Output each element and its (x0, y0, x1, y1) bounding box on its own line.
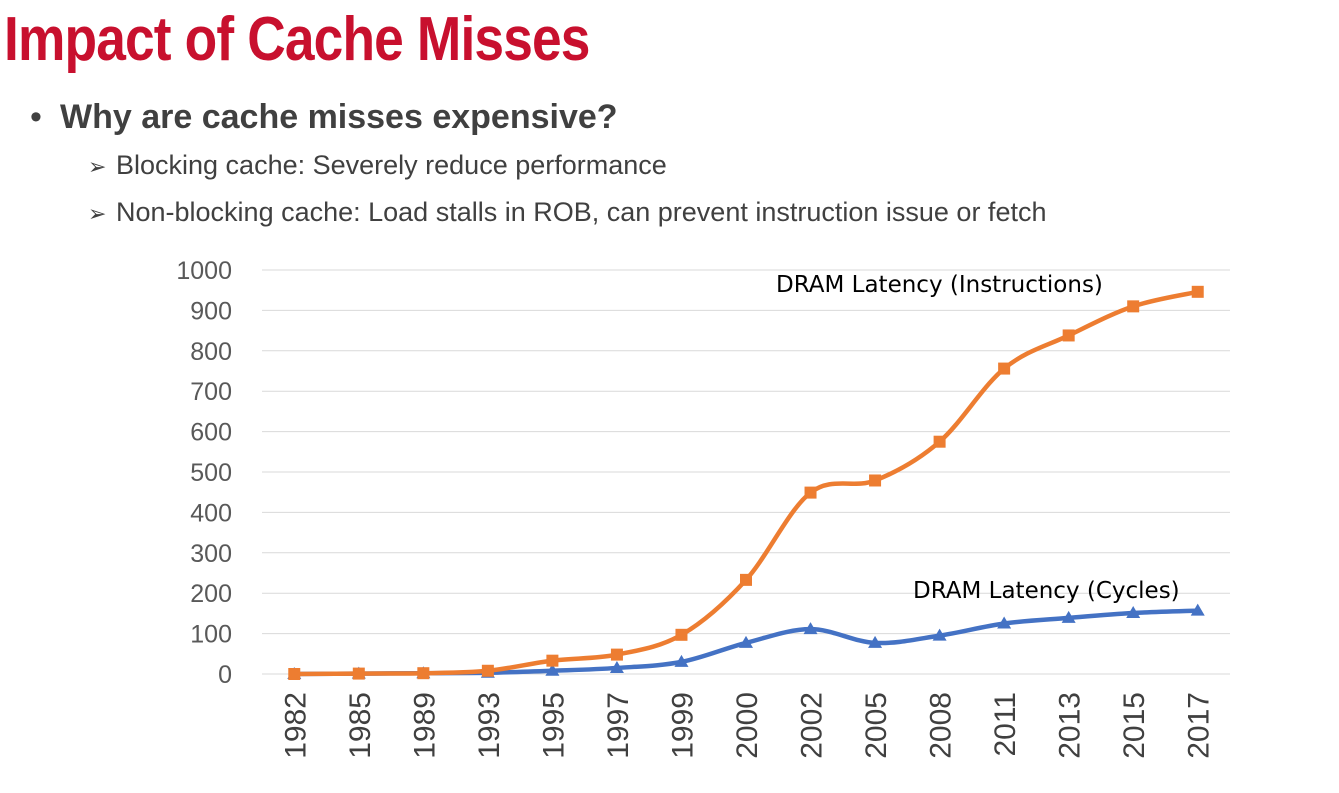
square-marker (417, 667, 430, 680)
square-marker (546, 654, 559, 667)
x-tick-label: 2013 (1054, 692, 1087, 759)
bullet-marker: • (30, 98, 42, 136)
x-tick-label: 1985 (344, 692, 377, 759)
square-marker (288, 668, 301, 680)
square-marker (933, 435, 946, 448)
series-label-instructions: DRAM Latency (Instructions) (776, 272, 1103, 298)
sub-bullet-nonblocking: ➢ Non-blocking cache: Load stalls in ROB,… (88, 197, 1046, 228)
square-marker (1062, 329, 1075, 342)
x-axis: 1982 1985 1989 1993 1995 1997 1999 2000 2002 2005… (279, 692, 1215, 759)
y-tick-label: 600 (190, 419, 232, 447)
arrow-bullet-icon: ➢ (88, 154, 107, 179)
main-bullet-text: Why are cache misses expensive? (60, 98, 618, 136)
x-tick-label: 1997 (602, 692, 635, 759)
square-marker (675, 628, 688, 641)
y-axis: 0 100 200 300 400 500 600 700 800 900 1000 (176, 257, 232, 689)
y-tick-label: 800 (190, 338, 232, 366)
y-tick-label: 900 (190, 297, 232, 325)
x-tick-label: 2005 (860, 692, 893, 759)
square-marker (481, 664, 494, 677)
square-marker (998, 362, 1011, 375)
x-tick-label: 2017 (1183, 692, 1216, 759)
y-tick-label: 100 (190, 621, 232, 649)
sub-bullet-text: Blocking cache: Severely reduce performa… (116, 150, 667, 180)
square-marker (1127, 300, 1140, 313)
square-marker (804, 486, 817, 499)
x-tick-label: 2000 (731, 692, 764, 759)
square-marker (740, 573, 752, 586)
slide-title: Impact of Cache Misses (4, 5, 590, 74)
x-tick-label: 1999 (666, 692, 699, 759)
triangle-marker (1190, 603, 1205, 616)
x-tick-label: 2015 (1118, 692, 1151, 759)
triangle-marker (997, 616, 1012, 629)
sub-bullet-text: Non-blocking cache: Load stalls in ROB, … (116, 197, 1047, 227)
y-tick-label: 400 (190, 499, 232, 527)
main-bullet: • Why are cache misses expensive? (30, 98, 618, 137)
triangle-marker (932, 628, 947, 641)
x-tick-label: 1993 (473, 692, 506, 759)
x-tick-label: 1989 (408, 692, 441, 759)
triangle-marker (609, 660, 624, 673)
x-tick-label: 2002 (796, 692, 829, 759)
x-tick-label: 1995 (537, 692, 570, 759)
y-tick-label: 300 (190, 540, 232, 568)
y-tick-label: 0 (218, 661, 232, 689)
arrow-bullet-icon: ➢ (88, 201, 107, 226)
x-tick-label: 2011 (989, 692, 1022, 757)
x-tick-label: 1982 (279, 692, 312, 759)
triangle-marker (868, 635, 883, 648)
triangle-marker (739, 635, 753, 648)
square-marker (1191, 285, 1204, 298)
series-label-cycles: DRAM Latency (Cycles) (913, 578, 1180, 604)
y-tick-label: 200 (190, 580, 232, 608)
square-marker (610, 648, 623, 661)
y-tick-label: 1000 (176, 257, 232, 285)
triangle-marker (1126, 605, 1141, 618)
y-tick-label: 700 (190, 378, 232, 406)
x-tick-label: 2008 (925, 692, 958, 759)
series (287, 285, 1205, 680)
y-tick-label: 500 (190, 459, 232, 487)
triangle-marker (545, 663, 560, 676)
gridlines (262, 269, 1230, 675)
triangle-marker (803, 622, 818, 635)
series-instructions (288, 285, 1204, 680)
sub-bullet-blocking: ➢ Blocking cache: Severely reduce perform… (88, 150, 667, 181)
square-marker (869, 474, 882, 487)
triangle-marker (1061, 610, 1076, 623)
square-marker (352, 667, 365, 680)
triangle-marker (674, 654, 689, 667)
